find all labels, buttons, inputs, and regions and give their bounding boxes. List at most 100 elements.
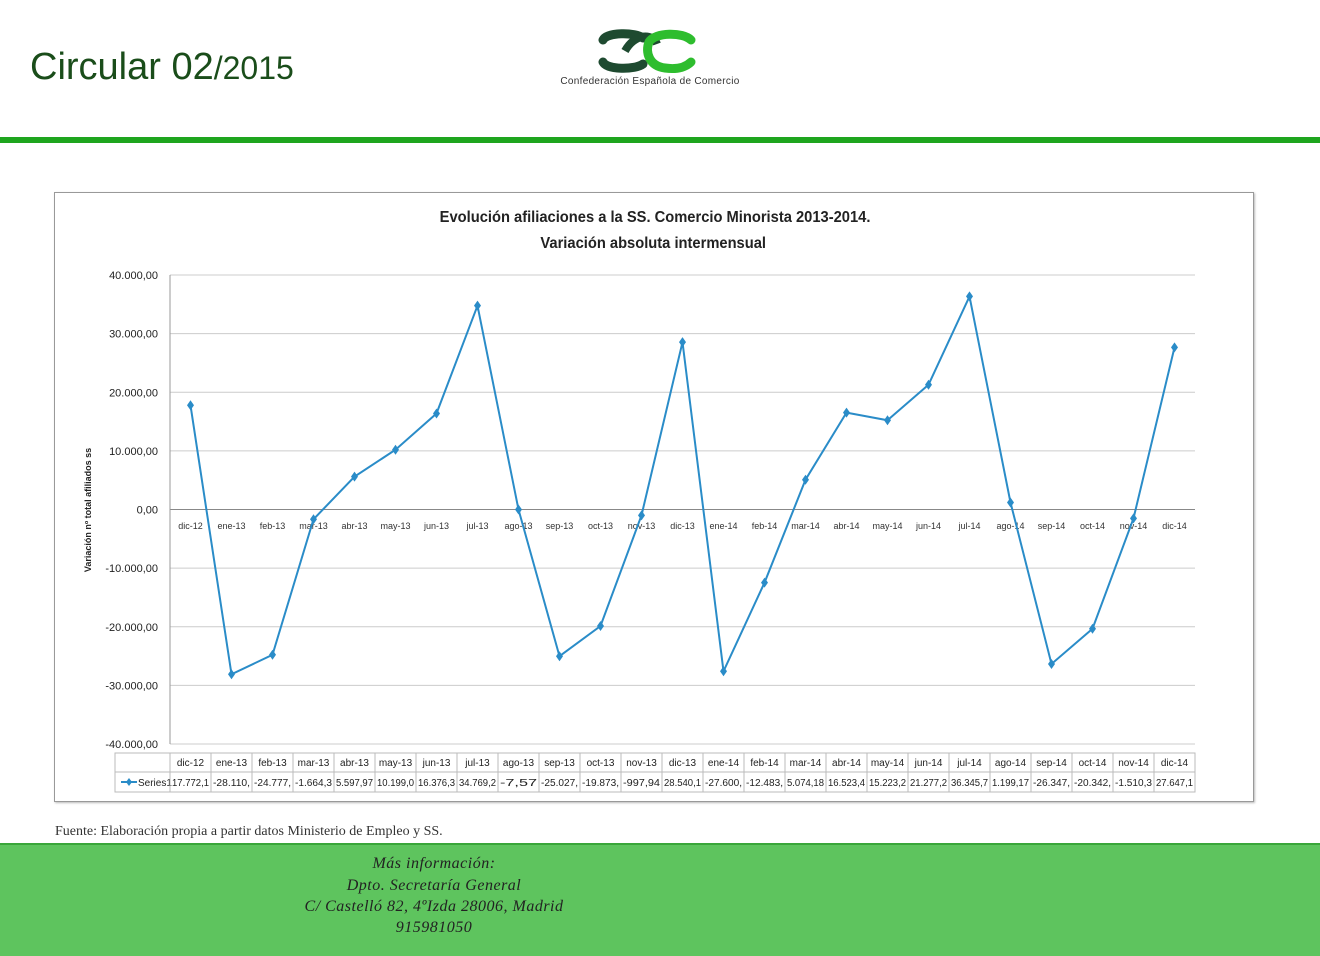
- table-header-cell: oct-14: [1079, 758, 1107, 769]
- chart-container: [54, 192, 1254, 802]
- table-value-cell: 17.772,1: [172, 778, 209, 789]
- footer: Más información: Dpto. Secretaría Genera…: [0, 843, 1320, 956]
- data-point: [720, 666, 727, 677]
- table-value-cell: -26.347,: [1033, 778, 1070, 789]
- table-header-cell: abr-13: [340, 758, 369, 769]
- x-tick-label: oct-13: [588, 521, 613, 531]
- table-value-cell: 21.277,2: [910, 778, 947, 789]
- y-tick-label: -40.000,00: [105, 739, 158, 751]
- table-value-cell: -19.873,: [582, 778, 619, 789]
- y-tick-label: 30.000,00: [109, 329, 158, 341]
- table-header-cell: may-14: [871, 758, 905, 769]
- footer-line-4: 915981050: [395, 919, 473, 936]
- circular-year: /2015: [213, 50, 294, 86]
- y-tick-label: 20.000,00: [109, 387, 158, 399]
- data-point: [556, 651, 563, 662]
- y-tick-label: 40.000,00: [109, 270, 158, 282]
- table-value-cell: -24.777,: [254, 778, 291, 789]
- data-point: [597, 621, 604, 632]
- table-header-cell: feb-13: [258, 758, 287, 769]
- data-point: [966, 291, 973, 302]
- table-value-cell: -28.110,: [213, 778, 250, 789]
- table-value-cell: 16.523,4: [828, 778, 865, 789]
- table-header-cell: abr-14: [832, 758, 861, 769]
- data-point: [679, 337, 686, 348]
- table-value-cell: 15.223,2: [869, 778, 906, 789]
- x-tick-label: ago-13: [504, 521, 532, 531]
- table-header-cell: oct-13: [587, 758, 615, 769]
- x-tick-label: may-13: [380, 521, 410, 531]
- table-header-cell: sep-13: [544, 758, 575, 769]
- data-point: [310, 514, 317, 525]
- table-header-cell: mar-14: [790, 758, 822, 769]
- legend-label: Series1: [138, 778, 172, 789]
- x-tick-label: sep-14: [1038, 521, 1066, 531]
- table-header-cell: nov-13: [626, 758, 657, 769]
- table-header-cell: may-13: [379, 758, 413, 769]
- data-point: [187, 400, 194, 411]
- series-line: [189, 293, 1176, 676]
- table-header-cell: ene-14: [708, 758, 740, 769]
- chart-subtitle: Variación absoluta intermensual: [540, 234, 766, 252]
- footer-line-2: Dpto. Secretaría General: [346, 877, 522, 894]
- x-tick-label: jul-13: [465, 521, 488, 531]
- x-tick-label: may-14: [872, 521, 902, 531]
- legend-marker-icon: [126, 778, 132, 786]
- x-tick-label: nov-14: [1120, 521, 1148, 531]
- table-value-cell: -7,57: [500, 778, 538, 789]
- x-tick-label: oct-14: [1080, 521, 1105, 531]
- table-header-cell: jul-14: [956, 758, 982, 769]
- x-tick-label: mar-14: [791, 521, 820, 531]
- circular-title: Circular 02/2015: [30, 46, 294, 89]
- table-value-cell: -25.027,: [541, 778, 578, 789]
- y-tick-label: -20.000,00: [105, 622, 158, 634]
- x-tick-label: abr-13: [341, 521, 367, 531]
- table-header-cell: nov-14: [1118, 758, 1149, 769]
- data-point: [802, 474, 809, 485]
- table-header-cell: mar-13: [298, 758, 330, 769]
- table-value-cell: 1.199,17: [992, 778, 1029, 789]
- data-point: [761, 577, 768, 588]
- data-point: [228, 669, 235, 680]
- table-value-cell: 10.199,0: [377, 778, 414, 789]
- y-axis-label: Variación nº total afiliados ss: [83, 448, 93, 572]
- table-header-cell: jun-14: [914, 758, 943, 769]
- header-divider: [0, 137, 1320, 143]
- x-tick-label: abr-14: [833, 521, 859, 531]
- logo-text: Confederación Española de Comercio: [560, 76, 740, 87]
- table-value-cell: -27.600,: [705, 778, 742, 789]
- data-point: [1048, 658, 1055, 669]
- x-tick-label: jun-14: [915, 521, 941, 531]
- table-value-cell: 36.345,7: [951, 778, 988, 789]
- y-tick-label: -30.000,00: [105, 680, 158, 692]
- table-value-cell: -12.483,: [746, 778, 783, 789]
- footer-line-1: Más información:: [372, 855, 496, 872]
- table-value-cell: -997,94: [623, 778, 660, 789]
- table-value-cell: 28.540,1: [664, 778, 701, 789]
- x-tick-label: mar-13: [299, 521, 328, 531]
- x-tick-label: feb-13: [260, 521, 286, 531]
- table-value-cell: 16.376,3: [418, 778, 455, 789]
- data-point: [1171, 342, 1178, 353]
- x-tick-label: feb-14: [752, 521, 778, 531]
- x-tick-label: dic-13: [670, 521, 695, 531]
- data-point: [515, 504, 522, 515]
- data-point: [433, 408, 440, 419]
- table-value-cell: -20.342,: [1074, 778, 1111, 789]
- table-header-cell: jul-13: [464, 758, 490, 769]
- x-tick-label: ago-14: [996, 521, 1024, 531]
- table-header-cell: feb-14: [750, 758, 779, 769]
- table-header-cell: ene-13: [216, 758, 248, 769]
- x-tick-label: jun-13: [423, 521, 449, 531]
- data-point: [1007, 497, 1014, 508]
- data-point: [638, 510, 645, 521]
- data-point: [392, 444, 399, 455]
- logo-icon: [598, 29, 696, 73]
- x-tick-label: dic-12: [178, 521, 203, 531]
- x-tick-label: ene-14: [709, 521, 737, 531]
- table-header-cell: ago-14: [995, 758, 1027, 769]
- data-point: [351, 471, 358, 482]
- x-tick-label: ene-13: [217, 521, 245, 531]
- x-tick-label: nov-13: [628, 521, 656, 531]
- table-value-cell: 5.074,18: [787, 778, 824, 789]
